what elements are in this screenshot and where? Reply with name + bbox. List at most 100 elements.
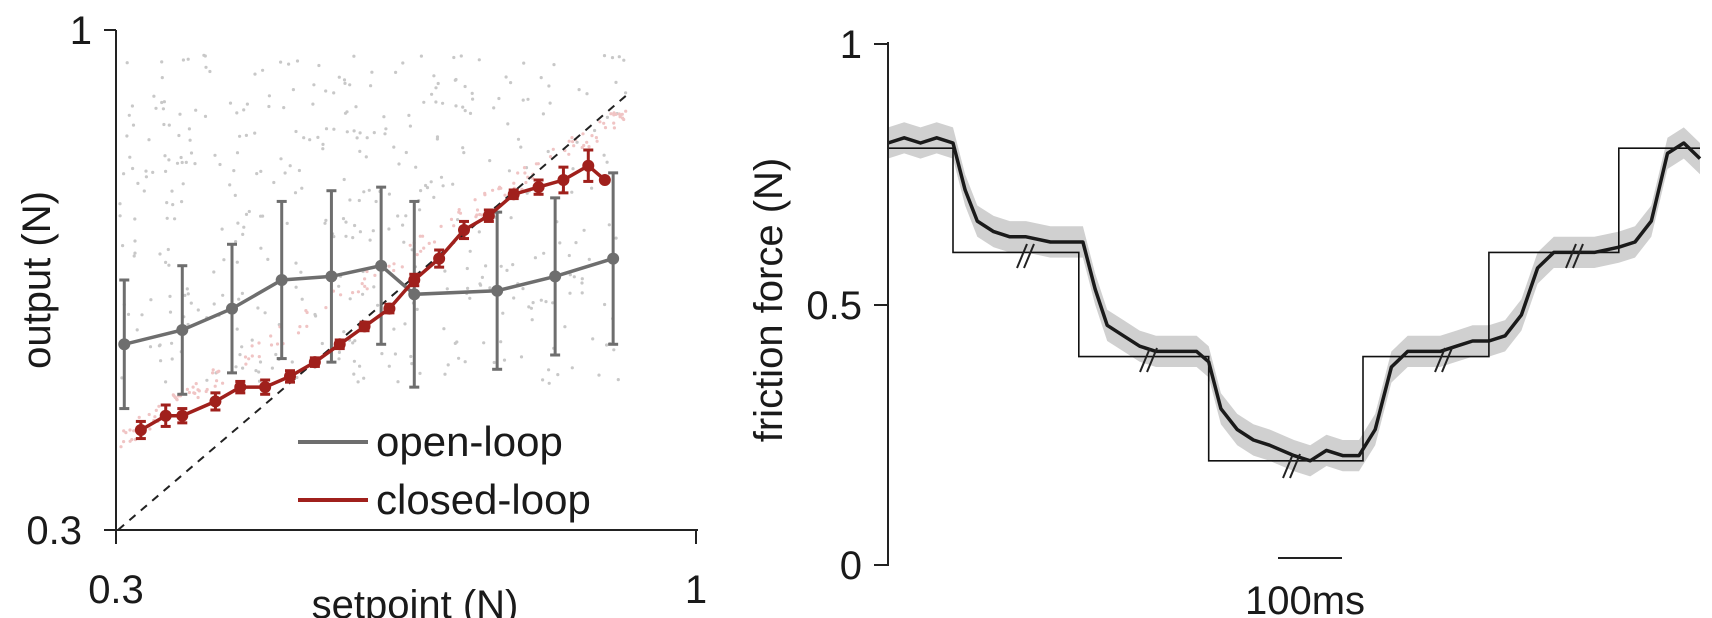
scatter-dot xyxy=(597,373,601,377)
scatter-dot xyxy=(185,287,189,291)
scatter-dot-closed xyxy=(153,415,157,419)
scatter-dot xyxy=(471,97,475,101)
scatter-dot xyxy=(357,198,361,203)
scatter-dot xyxy=(409,354,413,359)
scatter-dot xyxy=(556,373,560,377)
scatter-dot xyxy=(160,76,164,80)
break-slash xyxy=(1282,453,1294,479)
scatter-dot xyxy=(546,149,550,154)
scatter-dot-closed xyxy=(522,166,527,170)
scatter-dot-closed xyxy=(422,246,426,250)
right-series-layer xyxy=(887,136,1702,463)
scatter-dot xyxy=(434,100,438,104)
scatter-dot xyxy=(300,297,304,301)
scatter-dot-closed xyxy=(221,381,225,385)
scatter-dot xyxy=(196,308,200,312)
scatter-dot xyxy=(238,353,242,357)
scatter-dot xyxy=(283,171,287,175)
scatter-dot-closed xyxy=(572,144,576,148)
closed-loop-point xyxy=(482,209,495,222)
scatter-dot-closed xyxy=(148,427,152,431)
scatter-dot xyxy=(402,240,406,244)
scatter-dot xyxy=(522,61,526,65)
scatter-dot xyxy=(288,164,292,168)
scatter-dot xyxy=(424,183,428,188)
scatter-dot xyxy=(492,360,496,365)
scatter-dot xyxy=(170,189,174,193)
scatter-dot-closed xyxy=(356,290,360,294)
scatter-dot xyxy=(294,261,298,265)
scatter-dot xyxy=(261,68,265,72)
break-slash xyxy=(1139,347,1151,373)
scatter-dot-closed xyxy=(363,277,367,281)
scatter-dot xyxy=(419,54,423,58)
scatter-dot xyxy=(352,54,356,58)
scatter-dot xyxy=(312,83,316,87)
scatter-dot xyxy=(302,136,306,140)
scatter-dot xyxy=(122,172,126,176)
scatter-dot xyxy=(362,190,366,194)
scatter-dot xyxy=(452,55,456,60)
scatter-dot xyxy=(526,97,530,101)
scatter-dot xyxy=(542,251,546,255)
scatter-dot xyxy=(422,100,426,104)
scatter-dot xyxy=(142,189,146,193)
scatter-dot-closed xyxy=(257,341,261,345)
scatter-dot-closed xyxy=(408,243,412,247)
scatter-dot xyxy=(337,357,341,361)
scatter-dot-closed xyxy=(363,284,367,288)
scatter-dot-closed xyxy=(498,185,502,189)
scatter-dot-closed xyxy=(360,282,364,286)
scatter-dot-closed xyxy=(585,140,589,144)
scatter-dot xyxy=(387,364,391,368)
scatter-dot xyxy=(488,286,492,290)
scatter-dot xyxy=(382,115,386,119)
scatter-dot xyxy=(343,81,347,85)
scatter-dot xyxy=(516,137,521,141)
scatter-dot-closed xyxy=(365,287,369,291)
scatter-dot-closed xyxy=(571,140,575,144)
scatter-dot xyxy=(244,133,248,137)
scatter-dot xyxy=(342,177,346,182)
scatter-dot xyxy=(445,287,449,291)
scatter-dot xyxy=(244,212,249,216)
scatter-dot xyxy=(259,246,263,250)
scatter-dot xyxy=(607,223,611,227)
scatter-dot xyxy=(392,145,396,149)
scatter-dot xyxy=(505,268,509,272)
scatter-dot xyxy=(415,307,419,311)
scatter-dot xyxy=(468,249,472,253)
scatter-dot xyxy=(616,378,620,382)
scatter-cloud xyxy=(118,53,628,449)
closed-loop-point xyxy=(408,274,421,286)
scatter-dot xyxy=(235,260,239,264)
scatter-dot xyxy=(552,63,556,67)
scatter-dot xyxy=(186,292,190,296)
scatter-dot xyxy=(387,227,391,231)
scatter-dot xyxy=(605,160,609,164)
scatter-dot xyxy=(454,104,458,108)
scatter-dot-closed xyxy=(415,253,419,257)
scatter-dot-closed xyxy=(400,265,404,269)
scatter-dot xyxy=(257,370,261,374)
scatter-dot xyxy=(136,181,140,185)
scatter-dot xyxy=(164,169,168,173)
scatter-dot xyxy=(160,100,164,105)
scatter-dot xyxy=(180,160,184,165)
scatter-dot xyxy=(128,155,132,159)
scatter-dot-closed xyxy=(296,331,301,335)
time-scale-bar-label: 100ms xyxy=(1245,579,1365,618)
scatter-dot xyxy=(285,221,289,225)
scatter-dot xyxy=(506,122,510,126)
scatter-dot xyxy=(164,380,168,384)
scatter-dot-closed xyxy=(421,234,425,238)
scatter-dot xyxy=(220,227,224,231)
scatter-dot-closed xyxy=(524,180,528,185)
scatter-dot xyxy=(384,127,388,131)
scatter-dot-closed xyxy=(475,208,480,212)
scatter-dot xyxy=(165,201,169,205)
scatter-dot xyxy=(228,183,232,187)
scatter-dot xyxy=(397,162,401,166)
scatter-dot-closed xyxy=(570,136,574,140)
scatter-dot xyxy=(605,343,609,347)
